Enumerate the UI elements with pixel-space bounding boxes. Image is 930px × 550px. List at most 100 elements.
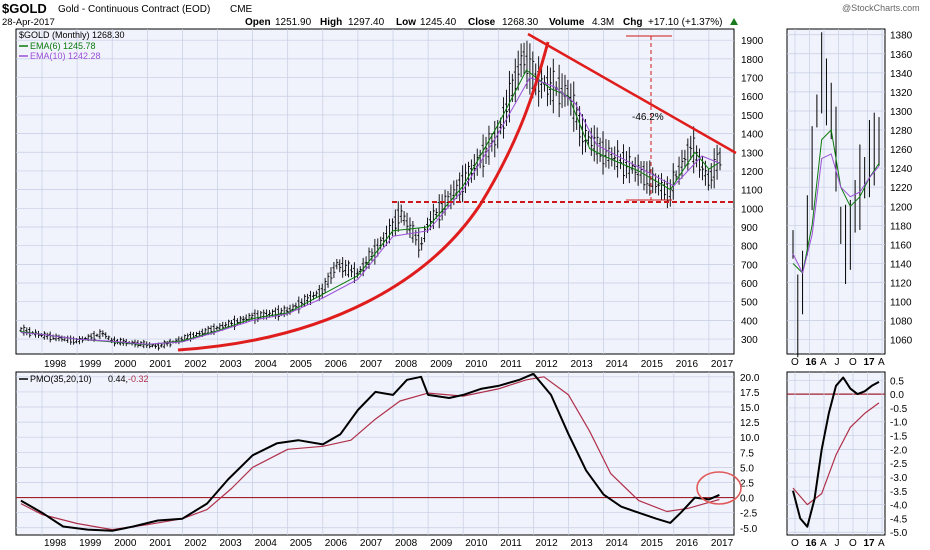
x-tick-label: 2006 <box>325 538 348 549</box>
x-tick-label: 2013 <box>571 359 594 370</box>
legend-ema10: EMA(10) 1242.28 <box>30 51 101 61</box>
y-tick-label: 15.0 <box>740 403 760 414</box>
legend-ema6: EMA(6) 1245.78 <box>30 41 96 51</box>
open-value: 1251.90 <box>275 17 312 28</box>
close-label: Close <box>468 17 496 28</box>
x-tick-label: 2000 <box>114 359 137 370</box>
x-tick-label: 2001 <box>149 538 172 549</box>
x-tick-label: 2011 <box>500 359 522 370</box>
y-tick-label: 17.5 <box>740 388 760 399</box>
inset-ema10-line <box>792 153 880 274</box>
y-tick-label: -3.5 <box>890 487 908 498</box>
y-tick-label: 1280 <box>890 126 913 137</box>
series-lines <box>20 69 880 532</box>
ema10-line <box>20 77 720 345</box>
y-tick-label: 1140 <box>890 259 912 270</box>
y-tick-label: 400 <box>741 316 758 327</box>
y-tick-label: 10.0 <box>740 433 760 444</box>
pmo-panel <box>15 371 735 536</box>
y-tick-label: 1200 <box>890 202 913 213</box>
x-tick-label: 2006 <box>325 359 348 370</box>
x-tick-label: O <box>791 357 799 368</box>
y-tick-label: -2.5 <box>740 509 758 520</box>
y-tick-label: 1220 <box>890 183 913 194</box>
x-tick-label: 2014 <box>606 538 629 549</box>
x-tick-label: 1999 <box>79 538 102 549</box>
pmo-line <box>20 372 720 532</box>
downtrend-line <box>527 32 737 155</box>
high-value: 1297.40 <box>348 17 385 28</box>
x-tick-label: 2012 <box>535 538 558 549</box>
y-tick-label: -5.0 <box>740 524 758 535</box>
x-tick-label: 1998 <box>44 359 67 370</box>
y-tick-label: 1240 <box>890 164 913 175</box>
price-legend: $GOLD (Monthly) 1268.30 EMA(6) 1245.78 E… <box>19 30 125 61</box>
y-tick-label: 1120 <box>890 279 912 290</box>
y-tick-label: 1700 <box>741 74 764 85</box>
x-tick-label: 2002 <box>184 538 207 549</box>
x-tick-label: 2005 <box>290 359 313 370</box>
ohlc-summary: Open 1251.90 High 1297.40 Low 1245.40 Cl… <box>245 17 723 28</box>
y-tick-label: 1100 <box>890 298 912 309</box>
y-tick-label: 600 <box>741 279 758 290</box>
legend-price: $GOLD (Monthly) 1268.30 <box>19 30 125 40</box>
x-tick-label: 16 <box>806 538 818 549</box>
x-tick-label: 2003 <box>220 359 243 370</box>
y-tick-label: -4.5 <box>890 514 908 525</box>
y-tick-label: 1180 <box>890 221 912 232</box>
crossover-highlight <box>696 471 742 505</box>
y-tick-label: 0.0 <box>890 390 904 401</box>
x-tick-label: 2008 <box>395 538 418 549</box>
x-tick-label: 2004 <box>255 359 278 370</box>
low-label: Low <box>396 17 416 28</box>
x-tick-label: 2009 <box>430 538 453 549</box>
y-tick-label: 1060 <box>890 336 913 347</box>
y-tick-label: 2.5 <box>740 478 754 489</box>
legend-pmo-signal: -0.32 <box>128 374 149 384</box>
y-tick-label: -1.5 <box>890 432 908 443</box>
x-tick-label: 2002 <box>184 359 207 370</box>
y-tick-label: 1300 <box>741 148 764 159</box>
x-tick-label: 17 <box>864 357 876 368</box>
y-tick-label: -2.5 <box>890 459 908 470</box>
legend-pmo: PMO(35,20,10) <box>30 374 92 384</box>
y-tick-label: 1200 <box>741 167 764 178</box>
x-tick-label: 17 <box>864 538 876 549</box>
y-tick-label: 0.0 <box>740 494 754 505</box>
y-tick-label: 1400 <box>741 130 764 141</box>
y-tick-label: 1320 <box>890 88 913 99</box>
x-tick-label: 2012 <box>535 359 558 370</box>
x-tick-label: 2010 <box>465 359 488 370</box>
x-tick-label: 1998 <box>44 538 67 549</box>
x-tick-label: 2003 <box>220 538 243 549</box>
x-tick-label: A <box>820 538 827 549</box>
x-tick-label: 2010 <box>465 538 488 549</box>
inset-pmo-line <box>792 376 880 528</box>
x-tick-label: 1999 <box>79 359 102 370</box>
x-tick-label: 2015 <box>641 359 664 370</box>
x-tick-label: O <box>791 538 799 549</box>
low-value: 1245.40 <box>420 17 457 28</box>
x-tick-label: 2007 <box>360 359 383 370</box>
chart-description: Gold - Continuous Contract (EOD) <box>58 4 210 15</box>
y-tick-label: 1600 <box>741 92 764 103</box>
axis-ticks: 1998 1998 1999 1999 2000 2000 2001 2001 2002 2002… <box>44 31 913 549</box>
x-tick-label: 2011 <box>500 538 522 549</box>
y-tick-label: -0.5 <box>890 404 908 415</box>
y-tick-label: -3.0 <box>890 473 908 484</box>
chg-label: Chg <box>623 17 642 28</box>
open-label: Open <box>245 17 271 28</box>
y-tick-label: 900 <box>741 223 758 234</box>
up-arrow-icon <box>730 18 738 25</box>
chart-symbol: $GOLD <box>2 1 47 16</box>
chg-value: +17.10 (+1.37%) <box>648 17 723 28</box>
y-tick-label: 1900 <box>741 36 764 47</box>
y-tick-label: -5.0 <box>890 528 908 539</box>
x-tick-label: A <box>820 357 827 368</box>
y-tick-label: -2.0 <box>890 445 908 456</box>
x-tick-label: 2014 <box>606 359 629 370</box>
y-tick-label: 1380 <box>890 31 913 42</box>
annotations: -46.2% <box>177 32 742 505</box>
chart-date: 28-Apr-2017 <box>2 17 55 28</box>
chart-exchange: CME <box>230 4 253 15</box>
